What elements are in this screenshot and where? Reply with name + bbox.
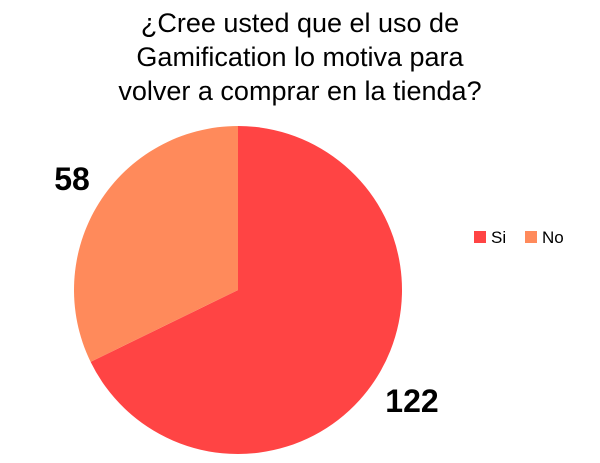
pie-slice-si	[90, 126, 403, 454]
data-label-no: 58	[54, 161, 90, 197]
data-label-si: 122	[385, 383, 438, 419]
pie-slices	[74, 126, 403, 454]
chart-title-line-1: ¿Cree usted que el uso de	[140, 8, 460, 38]
data-labels: 122 58	[54, 161, 438, 419]
legend-swatch-si	[474, 231, 486, 243]
chart-title: ¿Cree usted que el uso de Gamification l…	[0, 6, 600, 108]
legend-label-si: Si	[491, 228, 506, 247]
pie-slice-no	[74, 126, 238, 362]
chart-title-line-3: volver a comprar en la tienda?	[118, 76, 482, 106]
chart-title-line-2: Gamification lo motiva para	[136, 42, 464, 72]
legend: Si No	[474, 228, 564, 247]
legend-label-no: No	[542, 228, 564, 247]
legend-swatch-no	[525, 231, 537, 243]
